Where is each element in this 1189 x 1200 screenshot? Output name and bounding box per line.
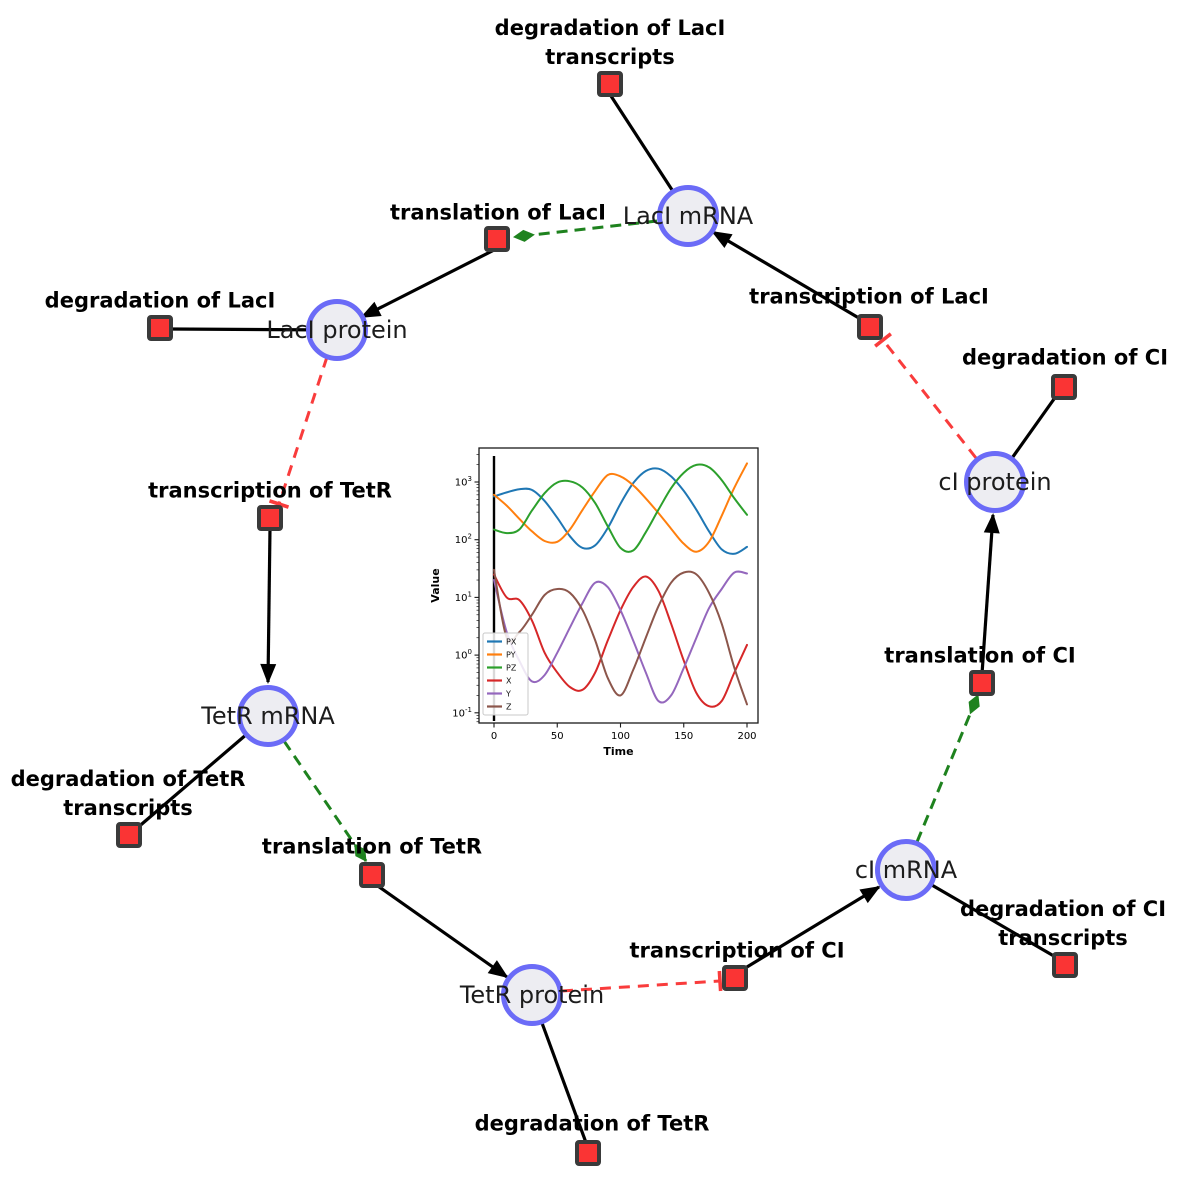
reaction-node-degradation-laci-transcripts[interactable] <box>597 71 623 97</box>
svg-text:Z: Z <box>506 702 512 711</box>
reaction-node-transcription-tetr[interactable] <box>257 505 283 531</box>
edge-cimrna-translci-modifier <box>915 694 980 843</box>
edge-txtetr-tetrmrna-arrow <box>260 527 277 684</box>
svg-text:101: 101 <box>455 590 472 604</box>
reaction-node-degradation-laci[interactable] <box>147 315 173 341</box>
species-node-laci-mrna[interactable]: LacI mRNA <box>623 185 753 247</box>
species-label-ci-protein: cI protein <box>938 468 1052 496</box>
svg-text:0: 0 <box>491 731 497 742</box>
reaction-label-degradation-laci-transcripts: degradation of LacI transcripts <box>494 16 726 69</box>
svg-text:150: 150 <box>674 731 693 742</box>
reaction-label-degradation-tetr: degradation of TetR <box>474 1111 710 1136</box>
reaction-label-degradation-ci-transcripts: degradation of CI transcripts <box>959 897 1167 950</box>
svg-text:102: 102 <box>455 533 472 547</box>
svg-text:Y: Y <box>505 689 511 698</box>
edge-transltetr-tetrprotein-arrow <box>374 882 509 979</box>
species-node-tetr-mrna[interactable]: TetR mRNA <box>201 685 335 747</box>
edge-transllaci-laciprotein-arrow <box>360 246 499 319</box>
svg-text:103: 103 <box>455 475 472 489</box>
reaction-node-translation-laci[interactable] <box>484 226 510 252</box>
species-node-ci-protein[interactable]: cI protein <box>938 451 1052 513</box>
reaction-label-transcription-ci: transcription of CI <box>629 938 845 963</box>
species-node-ci-mrna[interactable]: cI mRNA <box>855 839 957 901</box>
edge-txci-cimrna-arrow <box>741 885 881 972</box>
svg-text:PY: PY <box>506 650 516 659</box>
reaction-label-degradation-laci: degradation of LacI <box>44 288 276 313</box>
reaction-node-translation-ci[interactable] <box>969 670 995 696</box>
reaction-label-transcription-laci: transcription of LacI <box>749 284 989 309</box>
edge-tetrmrna-transltetr-modifier <box>282 740 368 862</box>
species-label-tetr-protein: TetR protein <box>459 981 605 1009</box>
edge-lacimrna-deglacitx <box>609 95 678 197</box>
reaction-node-degradation-ci-transcripts[interactable] <box>1052 952 1078 978</box>
edge-tetrprotein-txci-inhibition <box>561 970 723 993</box>
reaction-node-translation-tetr[interactable] <box>359 862 385 888</box>
reaction-label-transcription-tetr: transcription of TetR <box>148 478 392 503</box>
edge-laciprotein-txtetr-inhibition <box>268 356 329 509</box>
edge-txlaci-lacimrna-arrow <box>711 230 870 326</box>
svg-text:50: 50 <box>551 731 564 742</box>
reaction-label-translation-ci: translation of CI <box>884 643 1076 668</box>
species-node-tetr-protein[interactable]: TetR protein <box>460 964 604 1026</box>
svg-text:Value: Value <box>429 568 442 602</box>
species-label-laci-mrna: LacI mRNA <box>622 202 754 230</box>
reaction-node-degradation-tetr-transcripts[interactable] <box>116 822 142 848</box>
reaction-label-degradation-ci: degradation of CI <box>961 345 1169 370</box>
reaction-node-transcription-ci[interactable] <box>722 965 748 991</box>
species-node-laci-protein[interactable]: LacI protein <box>266 299 408 361</box>
svg-text:10-1: 10-1 <box>452 706 472 720</box>
reaction-label-translation-tetr: translation of TetR <box>261 834 483 859</box>
reaction-node-degradation-tetr[interactable] <box>575 1140 601 1166</box>
species-label-laci-protein: LacI protein <box>266 316 408 344</box>
edge-translci-ciprotein-arrow <box>980 513 1000 675</box>
reaction-label-translation-laci: translation of LacI <box>390 200 606 225</box>
svg-text:Time: Time <box>603 745 633 758</box>
edge-lacimrna-transllaci-modifier <box>513 219 658 242</box>
svg-text:PX: PX <box>506 637 517 646</box>
svg-text:X: X <box>506 676 512 685</box>
svg-text:100: 100 <box>611 731 630 742</box>
reaction-node-transcription-laci[interactable] <box>857 314 883 340</box>
reaction-label-degradation-tetr-transcripts: degradation of TetR transcripts <box>10 767 246 820</box>
svg-text:200: 200 <box>737 731 756 742</box>
species-label-ci-mrna: cI mRNA <box>854 856 958 884</box>
timeseries-inset-plot: 0 50 100 150 200 10-1 100 101 102 103 Time Value PX P… <box>429 447 759 758</box>
svg-text:PZ: PZ <box>506 663 517 672</box>
species-label-tetr-mrna: TetR mRNA <box>201 702 335 730</box>
svg-text:100: 100 <box>455 648 472 662</box>
edge-ciprotein-txlaci-inhibition <box>874 332 978 459</box>
edge-tetrprotein-degtetr <box>540 1022 590 1149</box>
reaction-node-degradation-ci[interactable] <box>1051 374 1077 400</box>
